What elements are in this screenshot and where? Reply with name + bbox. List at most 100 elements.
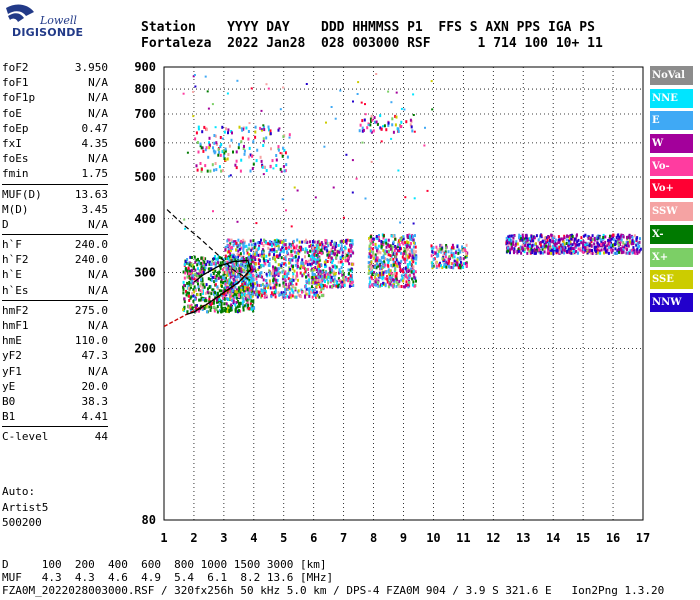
param-label: foF1p bbox=[2, 91, 36, 105]
echo-point bbox=[205, 128, 208, 132]
echo-point bbox=[239, 243, 242, 247]
echo-point bbox=[393, 280, 396, 284]
echo-point bbox=[212, 262, 215, 266]
echo-point bbox=[401, 241, 404, 245]
echo-point bbox=[385, 245, 388, 249]
echo-point bbox=[423, 144, 426, 147]
echo-point bbox=[215, 274, 218, 278]
echo-point bbox=[315, 253, 318, 257]
echo-point bbox=[521, 238, 524, 242]
echo-point bbox=[217, 148, 220, 151]
echo-point bbox=[441, 249, 444, 253]
legend-item: NNE bbox=[650, 88, 693, 108]
echo-point bbox=[283, 248, 286, 252]
echo-point bbox=[547, 245, 550, 249]
echo-point bbox=[220, 310, 223, 314]
echo-point bbox=[217, 300, 220, 304]
echo-point bbox=[514, 242, 517, 246]
echo-point bbox=[291, 267, 294, 271]
param-separator bbox=[2, 183, 108, 185]
echo-point bbox=[604, 235, 607, 239]
echo-point bbox=[243, 259, 246, 263]
echo-point bbox=[235, 290, 238, 294]
echo-point bbox=[259, 155, 262, 159]
x-tick-label: 2 bbox=[190, 531, 197, 545]
echo-point bbox=[248, 155, 251, 159]
echo-point bbox=[394, 114, 397, 118]
echo-point bbox=[234, 290, 237, 293]
echo-point bbox=[569, 234, 572, 237]
echo-point bbox=[448, 255, 451, 259]
y-tick-label: 600 bbox=[134, 136, 156, 150]
echo-point bbox=[546, 251, 549, 255]
echo-point bbox=[617, 247, 620, 251]
echo-point bbox=[444, 252, 447, 256]
echo-point bbox=[456, 263, 459, 267]
echo-point bbox=[335, 284, 338, 288]
echo-point bbox=[233, 266, 236, 270]
echo-point bbox=[217, 287, 220, 290]
echo-point bbox=[218, 289, 221, 293]
echo-point bbox=[216, 142, 218, 146]
echo-point bbox=[323, 284, 326, 288]
echo-point bbox=[222, 289, 225, 293]
echo-point bbox=[247, 281, 250, 285]
echo-point bbox=[347, 268, 350, 272]
echo-point bbox=[232, 243, 235, 247]
echo-point bbox=[508, 238, 511, 242]
echo-point bbox=[465, 254, 468, 257]
echo-point bbox=[318, 248, 321, 252]
echo-point bbox=[225, 308, 228, 311]
echo-point bbox=[444, 255, 447, 259]
echo-point bbox=[330, 106, 333, 108]
echo-point bbox=[395, 276, 398, 280]
echo-point bbox=[588, 236, 591, 240]
echo-point bbox=[189, 277, 192, 281]
echo-point bbox=[294, 286, 297, 290]
echo-point bbox=[246, 294, 249, 298]
echo-point bbox=[278, 127, 281, 130]
echo-point bbox=[282, 165, 285, 169]
echo-point bbox=[198, 288, 200, 292]
echo-point bbox=[229, 306, 232, 310]
echo-point bbox=[602, 241, 605, 245]
echo-point bbox=[230, 248, 232, 252]
echo-point bbox=[253, 246, 256, 249]
echo-point bbox=[304, 255, 306, 259]
echo-point bbox=[253, 282, 256, 286]
echo-point bbox=[229, 252, 232, 256]
echo-point bbox=[215, 168, 218, 172]
echo-point bbox=[328, 254, 331, 257]
echo-point bbox=[368, 252, 371, 255]
echo-point bbox=[249, 290, 251, 294]
echo-point bbox=[603, 251, 605, 255]
echo-point bbox=[335, 251, 338, 255]
echo-point bbox=[586, 251, 589, 255]
parameter-panel: foF2 3.950 foF1 N/A foF1p N/A foE N/A foEp 0.47 fx… bbox=[2, 60, 108, 445]
echo-point bbox=[188, 263, 191, 267]
echo-point bbox=[551, 248, 554, 252]
echo-point bbox=[232, 255, 235, 259]
echo-point bbox=[235, 241, 238, 245]
echo-point bbox=[431, 250, 434, 254]
echo-point bbox=[308, 294, 311, 298]
echo-point bbox=[268, 128, 270, 132]
echo-point bbox=[388, 244, 391, 248]
echo-point bbox=[308, 292, 311, 296]
echo-point bbox=[543, 236, 546, 240]
echo-point bbox=[289, 253, 292, 257]
echo-point bbox=[248, 275, 251, 279]
echo-point bbox=[251, 154, 254, 158]
echo-point bbox=[270, 295, 273, 299]
echo-point bbox=[379, 267, 382, 270]
echo-point bbox=[452, 246, 455, 250]
echo-point bbox=[185, 289, 187, 293]
echo-point bbox=[348, 262, 351, 266]
echo-point bbox=[339, 270, 342, 274]
echo-point bbox=[393, 272, 396, 276]
echo-point bbox=[333, 272, 336, 276]
echo-point bbox=[413, 130, 416, 133]
echo-point bbox=[571, 235, 574, 238]
echo-point bbox=[370, 239, 373, 243]
echo-point bbox=[239, 169, 242, 173]
